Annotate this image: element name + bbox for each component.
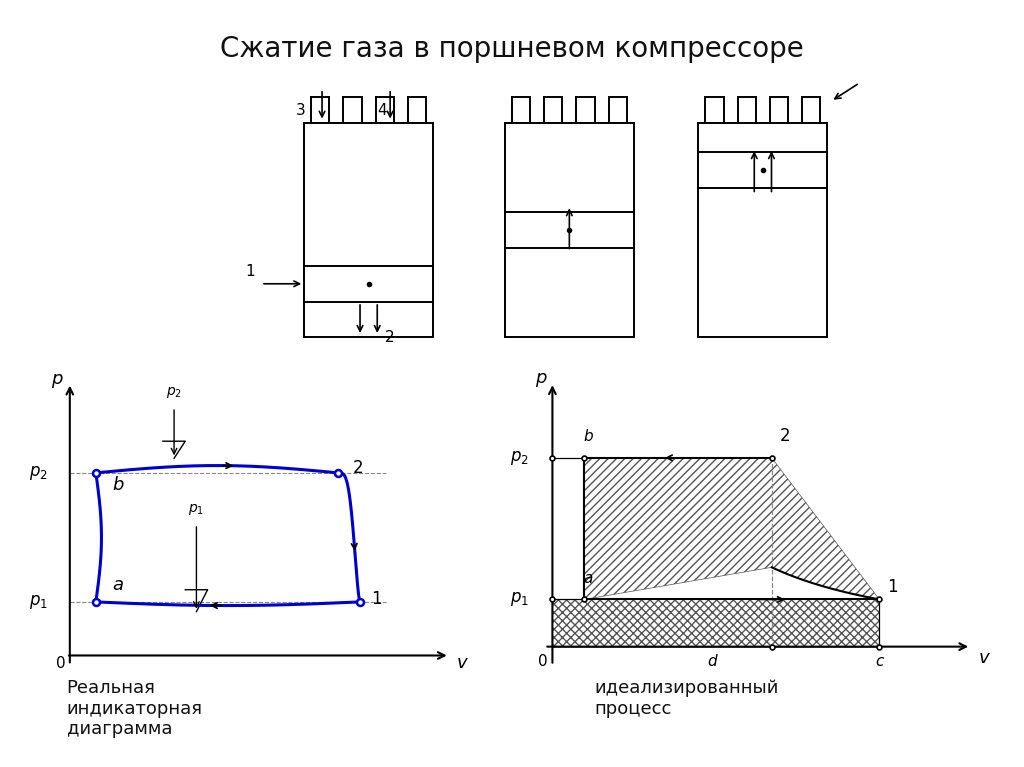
Text: 2: 2 (779, 427, 791, 446)
Text: p: p (535, 369, 546, 387)
Bar (505, 212, 634, 249)
Text: p: p (51, 370, 62, 387)
Text: $p_1$: $p_1$ (29, 593, 47, 611)
Text: $p_2$: $p_2$ (29, 464, 47, 482)
Text: идеализированный
процесс: идеализированный процесс (594, 679, 778, 718)
Text: 1: 1 (246, 265, 255, 279)
Text: 3: 3 (296, 104, 305, 118)
Text: 2: 2 (353, 459, 364, 477)
Text: a: a (584, 571, 593, 586)
Text: $p_2$: $p_2$ (510, 449, 528, 467)
Text: 4: 4 (377, 104, 387, 118)
Text: $p_1$: $p_1$ (510, 591, 528, 608)
Text: Реальная
индикаторная
диаграмма: Реальная индикаторная диаграмма (67, 679, 203, 739)
Text: 2: 2 (384, 330, 394, 345)
Text: b: b (584, 430, 593, 444)
Text: d: d (708, 653, 717, 669)
Text: $a$: $a$ (113, 576, 124, 594)
Text: $p_1$: $p_1$ (188, 502, 205, 517)
Text: $b$: $b$ (112, 476, 125, 494)
Text: c: c (876, 653, 884, 669)
Bar (304, 265, 433, 302)
Text: $p_2$: $p_2$ (166, 385, 182, 400)
Text: Сжатие газа в поршневом компрессоре: Сжатие газа в поршневом компрессоре (220, 35, 804, 63)
Text: 0: 0 (538, 653, 547, 669)
Text: 1: 1 (372, 591, 382, 608)
Text: v: v (979, 650, 989, 667)
Text: 1: 1 (888, 578, 898, 597)
Text: 0: 0 (55, 656, 66, 670)
Bar (698, 152, 827, 188)
Text: v: v (457, 653, 468, 672)
